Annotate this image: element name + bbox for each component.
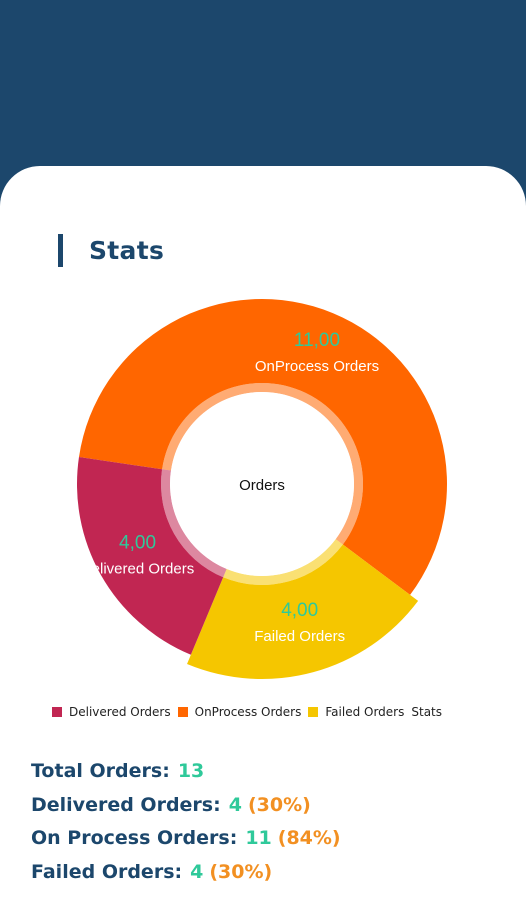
chart-center-label: Orders — [239, 477, 285, 494]
stat-row-total: Total Orders: 13 — [31, 757, 341, 791]
stat-percent: (30%) — [247, 793, 311, 816]
chart-center-hole — [170, 392, 354, 576]
chart-inner-ring — [160, 382, 363, 585]
slice-name-label: OnProcess Orders — [255, 358, 379, 375]
inner-ring-failed-orders — [223, 539, 343, 585]
slice-onprocess-orders[interactable] — [78, 299, 448, 595]
chart-slices — [77, 299, 448, 679]
stat-percent: (84%) — [277, 827, 341, 849]
inner-ring-onprocess-orders — [162, 382, 363, 545]
slice-value-label: 4,00 — [281, 600, 318, 621]
slice-name-label: Failed Orders — [254, 628, 345, 645]
stat-count: 4 — [228, 793, 242, 816]
stat-label: Delivered Orders: — [31, 793, 221, 816]
stat-count: 13 — [177, 760, 205, 782]
chart-slice-labels: 11,00 OnProcess Orders 4,00 Failed Orders 4,… — [81, 330, 379, 645]
slice-failed-orders[interactable] — [187, 544, 419, 679]
legend-item-delivered[interactable]: Delivered Orders — [52, 705, 171, 719]
legend-label-onprocess: OnProcess Orders — [194, 705, 302, 719]
stat-label: Failed Orders: — [31, 860, 183, 883]
legend-label-failed: Failed Orders — [325, 705, 405, 719]
chart-legend: Delivered Orders OnProcess Orders Failed… — [52, 705, 442, 719]
legend-item-failed[interactable]: Failed Orders — [308, 705, 404, 719]
page-title: Stats — [89, 236, 165, 265]
stat-count: 11 — [245, 827, 272, 849]
slice-delivered-orders[interactable] — [77, 456, 224, 655]
stat-row-delivered: Delivered Orders: 4 (30%) — [31, 791, 341, 825]
stat-label: On Process Orders: — [31, 827, 238, 849]
slice-value-label: 11,00 — [294, 330, 340, 351]
legend-label-delivered: Delivered Orders — [69, 705, 171, 719]
section-title: Stats — [58, 234, 164, 267]
stat-row-onprocess: On Process Orders: 11 (84%) — [31, 824, 341, 858]
legend-title: Stats — [411, 705, 443, 719]
inner-ring-delivered-orders — [160, 469, 227, 578]
stat-count: 4 — [190, 860, 204, 883]
slice-name-label: Delivered Orders — [81, 560, 194, 577]
stats-summary: Total Orders: 13 Delivered Orders: 4 (30%) … — [31, 757, 341, 891]
title-accent-bar — [58, 234, 63, 267]
legend-swatch-delivered — [52, 707, 62, 717]
legend-swatch-failed — [308, 707, 319, 717]
legend-item-onprocess[interactable]: OnProcess Orders — [177, 705, 302, 719]
stat-row-failed: Failed Orders: 4 (30%) — [31, 858, 341, 892]
stat-percent: (30%) — [209, 860, 273, 883]
stat-label: Total Orders: — [31, 760, 170, 782]
legend-swatch-onprocess — [177, 707, 188, 717]
slice-value-label: 4,00 — [119, 532, 156, 553]
